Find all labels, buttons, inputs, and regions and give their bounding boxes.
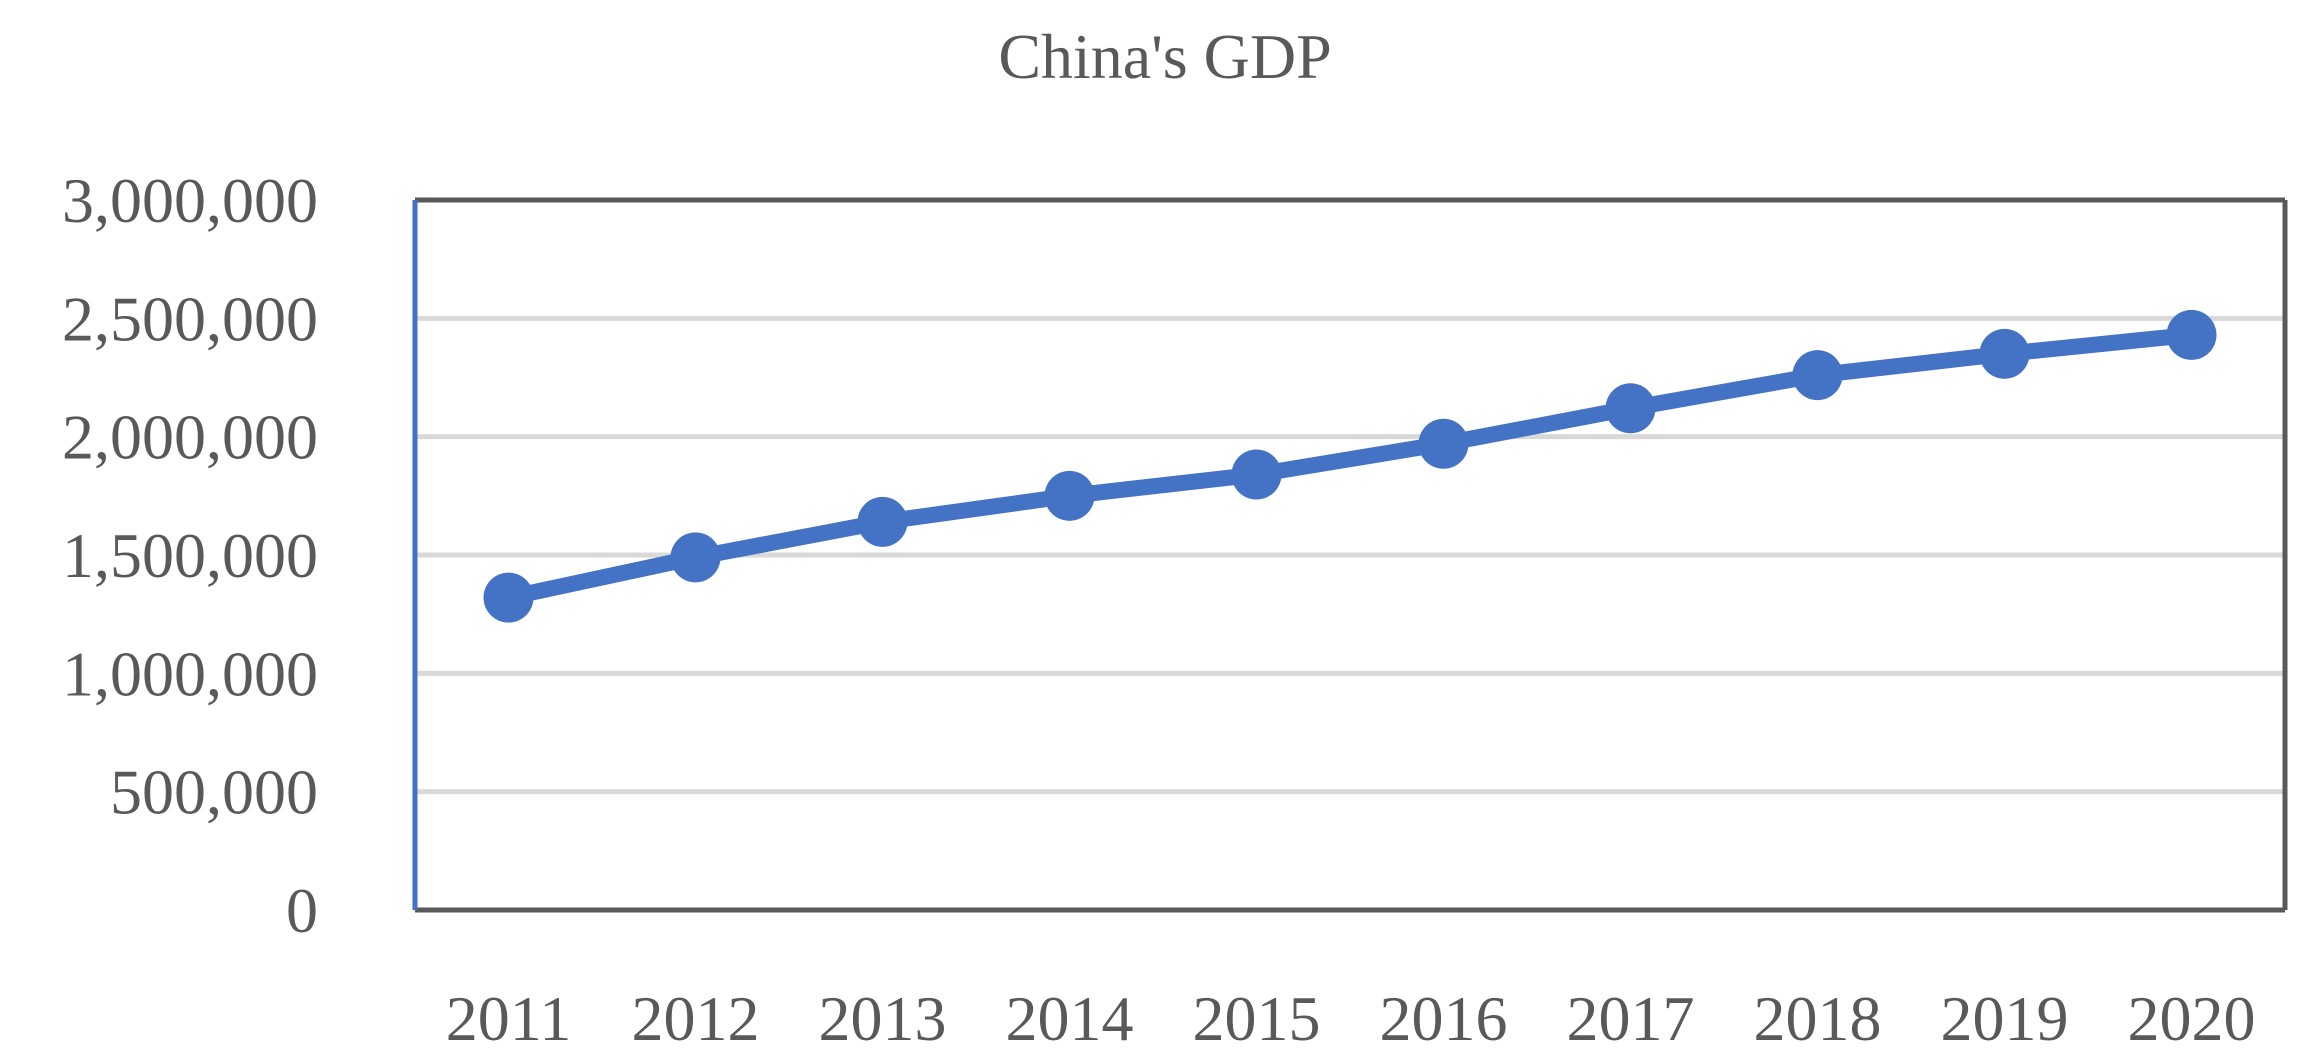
x-tick-label: 2015 [1193,983,1321,1054]
x-tick-label: 2019 [1941,983,2069,1054]
y-tick-label: 2,000,000 [62,402,318,473]
series-line [500,326,2200,606]
data-point [1605,383,1656,434]
chart-title: China's GDP [998,21,1331,92]
x-tick-label: 2013 [819,983,947,1054]
x-axis-tick-labels: 2011 2012 2013 2014 2015 2016 2017 2018 2019 2020 [446,983,2256,1054]
y-tick-label: 2,500,000 [62,283,318,354]
y-axis-tick-labels: 0 500,000 1,000,000 1,500,000 2,000,000 2,500… [62,165,318,946]
y-tick-label: 500,000 [110,757,318,828]
data-point [1044,470,1095,521]
data-point [2166,309,2217,360]
axes [412,197,2288,913]
data-point [483,572,534,623]
data-point [1979,328,2030,379]
data-point [1231,449,1282,500]
x-tick-label: 2014 [1006,983,1134,1054]
series-gdp [483,309,2217,623]
x-tick-label: 2016 [1380,983,1508,1054]
x-tick-label: 2020 [2128,983,2256,1054]
data-point [670,532,721,583]
y-tick-label: 1,500,000 [62,520,318,591]
data-point [857,496,908,547]
x-tick-label: 2017 [1567,983,1695,1054]
x-tick-label: 2011 [446,983,572,1054]
y-tick-label: 0 [286,875,318,946]
data-point [1418,418,1469,469]
data-point [1792,350,1843,401]
x-tick-label: 2018 [1754,983,1882,1054]
y-tick-label: 3,000,000 [62,165,318,236]
x-tick-label: 2012 [632,983,760,1054]
y-tick-label: 1,000,000 [62,638,318,709]
